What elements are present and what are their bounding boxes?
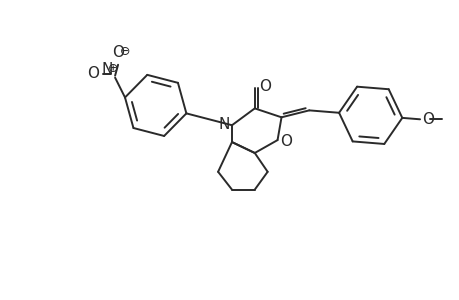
Text: O: O [112,45,124,60]
Text: ⊕: ⊕ [108,62,118,75]
Text: O: O [280,134,292,148]
Text: O: O [258,79,270,94]
Text: N: N [101,61,113,76]
Text: O: O [87,66,99,81]
Text: N: N [218,117,230,132]
Text: O: O [421,112,433,127]
Text: ⊖: ⊖ [119,45,130,58]
